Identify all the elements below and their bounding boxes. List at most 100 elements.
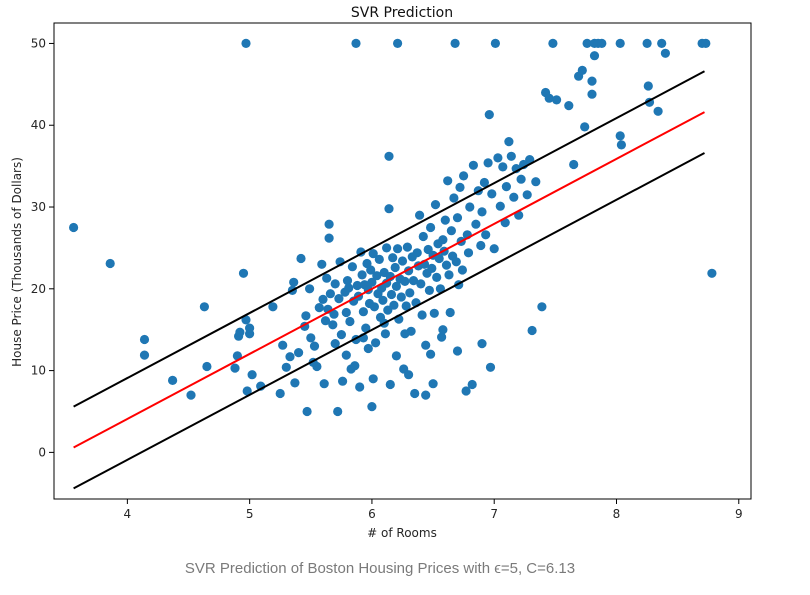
data-point	[328, 320, 338, 330]
data-point	[393, 38, 403, 49]
data-point	[330, 279, 340, 289]
data-point	[531, 177, 541, 187]
data-point	[400, 276, 410, 286]
data-point	[616, 140, 627, 150]
data-point	[408, 276, 419, 286]
data-point	[552, 95, 562, 105]
y-tick-label: 20	[31, 282, 46, 296]
data-point	[324, 219, 334, 229]
lower-margin-line	[73, 152, 705, 490]
data-point	[440, 215, 450, 225]
y-tick-label: 0	[38, 445, 46, 459]
data-point	[509, 192, 519, 202]
data-point	[357, 270, 367, 280]
data-point	[329, 309, 339, 319]
data-point	[421, 340, 431, 350]
data-point	[544, 93, 554, 103]
data-point	[449, 193, 459, 203]
data-point	[382, 243, 392, 253]
data-point	[418, 231, 428, 242]
data-point	[417, 310, 427, 320]
data-point	[139, 350, 150, 360]
data-point	[317, 259, 327, 269]
x-tick-label: 6	[368, 507, 376, 521]
data-point	[369, 302, 379, 312]
data-point	[484, 110, 494, 120]
data-point	[461, 386, 471, 396]
x-axis-label: # of Rooms	[367, 526, 437, 540]
data-point	[199, 302, 209, 312]
x-tick-label: 9	[735, 507, 743, 521]
data-point	[577, 65, 587, 75]
data-point	[479, 177, 489, 188]
data-point	[367, 402, 377, 412]
data-point	[275, 388, 285, 399]
data-point	[368, 374, 378, 384]
data-point	[230, 363, 240, 373]
data-point	[368, 249, 378, 259]
data-point	[438, 235, 448, 245]
data-point	[324, 233, 334, 243]
data-point	[338, 376, 348, 386]
data-point	[289, 277, 299, 287]
data-point	[400, 329, 410, 339]
data-point	[701, 38, 711, 49]
data-point	[455, 182, 465, 192]
data-point	[306, 333, 316, 343]
x-tick-label: 7	[490, 507, 498, 521]
data-point	[487, 189, 497, 199]
data-point	[537, 302, 547, 312]
data-point	[309, 341, 320, 351]
data-point	[401, 301, 411, 311]
data-point	[352, 280, 362, 291]
data-point	[372, 271, 382, 281]
data-point	[405, 288, 415, 298]
data-point	[506, 151, 516, 161]
data-point	[383, 305, 393, 315]
data-point	[429, 308, 439, 318]
data-point	[477, 339, 487, 349]
data-point	[477, 207, 487, 217]
data-point	[241, 38, 251, 49]
chart: 4 5 6 7 8 9 0 10 20 30 40 50 SVR Prediction # of Ro…	[10, 5, 752, 540]
data-point	[653, 106, 663, 116]
data-point	[463, 248, 474, 258]
data-point	[105, 258, 115, 269]
data-point	[548, 38, 558, 49]
data-point	[388, 253, 398, 263]
data-point	[569, 159, 579, 170]
data-point	[333, 406, 343, 417]
y-tick-label: 10	[31, 364, 46, 378]
data-point	[330, 339, 340, 349]
data-point	[380, 329, 390, 339]
data-point	[443, 176, 453, 186]
data-point	[301, 311, 311, 321]
data-point	[404, 370, 414, 380]
data-point	[465, 202, 475, 212]
ticks-layer: 4 5 6 7 8 9 0 10 20 30 40 50	[31, 36, 743, 521]
data-point	[589, 51, 600, 61]
data-point	[410, 388, 420, 399]
data-point	[642, 38, 652, 49]
data-point	[427, 263, 437, 273]
data-point	[325, 289, 335, 299]
data-point	[281, 362, 291, 372]
data-point	[168, 375, 178, 385]
data-point	[428, 379, 438, 389]
data-point	[426, 222, 436, 233]
data-point	[386, 289, 397, 300]
data-point	[366, 265, 376, 275]
data-point	[434, 253, 444, 264]
data-point	[412, 248, 422, 258]
data-point	[285, 352, 295, 362]
data-point	[139, 334, 150, 345]
data-point	[501, 182, 511, 192]
data-point	[318, 294, 328, 304]
data-point	[334, 294, 344, 304]
data-point	[391, 351, 401, 361]
upper-margin-line	[73, 70, 705, 408]
data-point	[278, 340, 288, 350]
data-point	[444, 270, 454, 280]
data-point	[483, 158, 493, 168]
data-point	[437, 332, 447, 342]
